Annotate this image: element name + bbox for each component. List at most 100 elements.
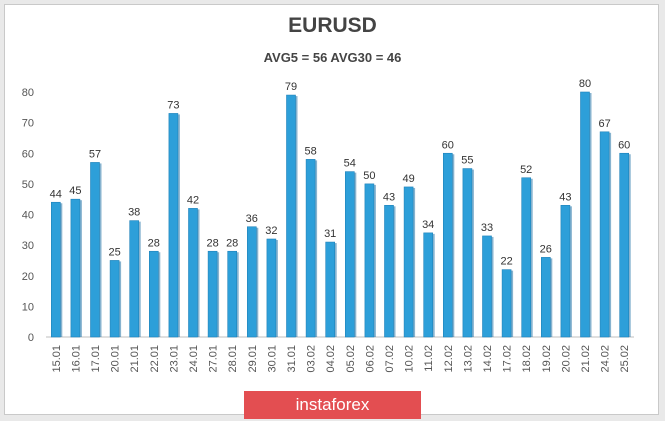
x-tick-label: 28.01 <box>227 345 239 373</box>
data-label: 32 <box>265 225 277 237</box>
bar <box>619 152 630 338</box>
bar <box>325 241 336 338</box>
bar <box>207 250 218 338</box>
bar <box>168 113 179 338</box>
bar <box>50 201 61 338</box>
x-tick-label: 24.02 <box>600 345 612 373</box>
bar <box>90 162 100 338</box>
bar <box>109 260 120 338</box>
data-label: 60 <box>442 139 454 151</box>
y-tick-label: 50 <box>22 179 34 191</box>
data-label: 45 <box>69 185 81 197</box>
y-tick-label: 60 <box>22 148 34 160</box>
bar <box>403 186 414 338</box>
chart-subtitle: AVG5 = 56 AVG30 = 46 <box>263 50 402 65</box>
data-label: 60 <box>618 139 630 151</box>
data-label: 28 <box>226 237 238 249</box>
bar <box>540 257 551 338</box>
axis-layer: 0 10 20 30 40 50 60 70 80 15.01 16.01 17.01 20.01 21.… <box>22 87 634 373</box>
x-tick-label: 14.02 <box>482 345 494 373</box>
bar <box>266 238 277 338</box>
bar <box>149 250 159 338</box>
x-tick-label: 20.02 <box>560 345 572 373</box>
y-tick-label: 30 <box>22 240 34 252</box>
x-tick-label: 04.02 <box>325 345 337 373</box>
x-tick-label: 22.01 <box>149 345 161 373</box>
bar <box>364 183 375 338</box>
x-tick-label: 21.01 <box>129 345 141 373</box>
x-tick-label: 23.01 <box>168 345 180 373</box>
bar <box>482 235 492 338</box>
bar <box>188 208 198 338</box>
data-label: 43 <box>383 191 395 203</box>
data-label: 55 <box>461 155 473 167</box>
x-tick-label: 10.02 <box>404 345 416 373</box>
bars-layer: 44 45 57 25 38 28 73 42 28 28 36 32 79 58 31 54 50 43 49 34… <box>50 78 631 338</box>
x-tick-label: 18.02 <box>521 345 533 373</box>
bar <box>501 269 512 338</box>
x-tick-label: 24.01 <box>188 345 200 373</box>
x-tick-label: 13.02 <box>462 345 474 373</box>
x-tick-label: 20.01 <box>110 345 122 373</box>
y-tick-label: 20 <box>22 271 34 283</box>
x-tick-label: 29.01 <box>247 345 259 373</box>
data-label: 26 <box>540 243 552 255</box>
bar <box>129 220 139 338</box>
data-label: 57 <box>89 148 101 160</box>
data-label: 80 <box>579 78 591 90</box>
data-label: 52 <box>520 164 532 176</box>
x-tick-label: 17.01 <box>90 345 102 373</box>
bar <box>286 94 296 338</box>
x-tick-label: 06.02 <box>364 345 376 373</box>
data-label: 79 <box>285 81 297 93</box>
data-label: 50 <box>363 170 375 182</box>
bar <box>247 226 257 338</box>
x-tick-label: 07.02 <box>384 345 396 373</box>
x-tick-label: 25.02 <box>619 345 631 373</box>
bar <box>70 198 81 338</box>
data-label: 49 <box>402 173 414 185</box>
x-tick-label: 12.02 <box>443 345 455 373</box>
bar <box>305 159 316 338</box>
bar <box>462 168 473 338</box>
bar <box>423 232 434 338</box>
data-label: 33 <box>481 222 493 234</box>
x-tick-label: 16.01 <box>70 345 82 373</box>
bar <box>580 91 590 338</box>
chart-title: EURUSD <box>288 14 377 37</box>
bar <box>227 250 237 338</box>
data-label: 34 <box>422 219 434 231</box>
x-tick-label: 30.01 <box>266 345 278 373</box>
y-tick-label: 80 <box>22 87 34 99</box>
bar <box>442 152 453 338</box>
y-tick-label: 70 <box>22 118 34 130</box>
data-label: 67 <box>598 118 610 130</box>
y-tick-label: 10 <box>22 301 34 313</box>
x-tick-label: 15.01 <box>51 345 63 373</box>
data-label: 36 <box>246 213 258 225</box>
data-label: 38 <box>128 207 140 219</box>
x-tick-label: 11.02 <box>423 345 435 372</box>
bar <box>384 205 394 338</box>
data-label: 25 <box>108 246 120 258</box>
bar <box>599 131 610 338</box>
data-label: 28 <box>148 237 160 249</box>
data-label: 58 <box>304 145 316 157</box>
x-tick-label: 03.02 <box>306 345 318 373</box>
x-tick-label: 19.02 <box>541 345 553 373</box>
x-tick-label: 31.01 <box>286 345 298 373</box>
data-label: 31 <box>324 228 336 240</box>
x-tick-label: 27.01 <box>208 345 220 373</box>
bar <box>560 205 571 338</box>
instaforex-logo: instaforex <box>244 391 421 419</box>
chart-frame <box>4 4 659 415</box>
data-label: 54 <box>344 158 356 170</box>
x-tick-label: 21.02 <box>580 345 592 373</box>
data-label: 73 <box>167 99 179 111</box>
data-label: 42 <box>187 194 199 206</box>
data-label: 28 <box>206 237 218 249</box>
data-label: 22 <box>500 256 512 268</box>
bar <box>521 177 532 338</box>
y-tick-label: 0 <box>28 332 34 344</box>
